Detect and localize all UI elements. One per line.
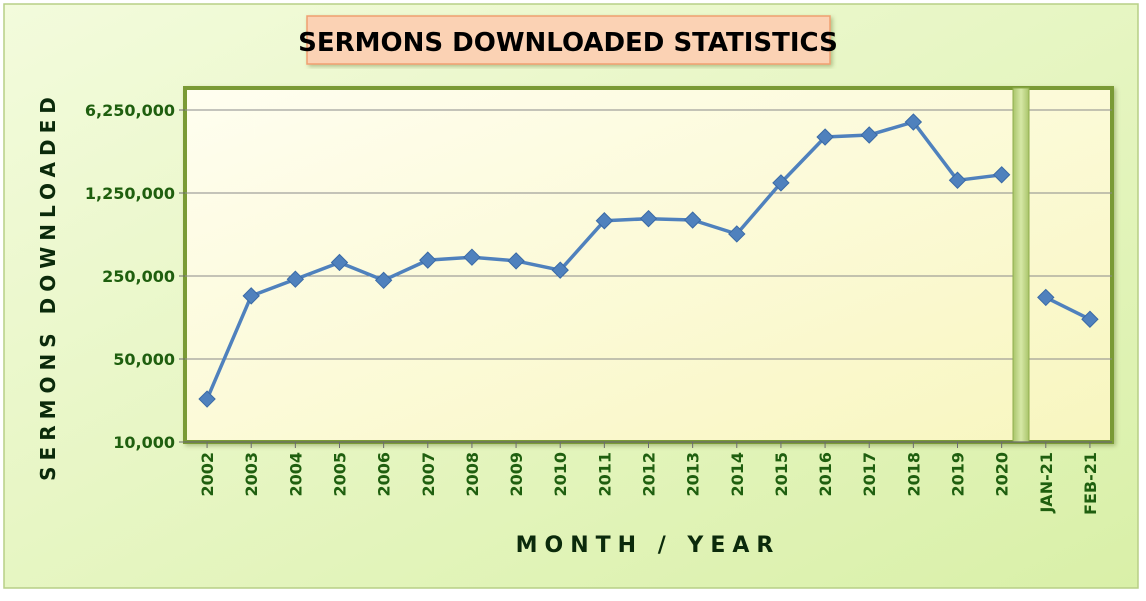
data-point <box>992 166 1011 184</box>
plot-area <box>183 86 1114 444</box>
x-axis-title: MONTH / YEAR <box>516 533 781 558</box>
x-tick-label: 2009 <box>507 452 526 497</box>
x-tick-label: 2005 <box>331 452 350 497</box>
data-point <box>595 212 614 230</box>
y-tick-label: 50,000 <box>113 350 175 369</box>
data-point <box>374 271 393 290</box>
title-box <box>306 15 831 65</box>
data-point <box>1037 288 1055 307</box>
x-tick-label: 2008 <box>463 452 482 497</box>
x-tick-label: 2002 <box>198 452 217 497</box>
x-tick-label: 2011 <box>595 452 614 497</box>
chart-title: SERMONS DOWNLOADED STATISTICS <box>298 28 838 58</box>
x-tick-label: FEB-21 <box>1081 452 1100 515</box>
x-tick-label: 2006 <box>375 452 394 497</box>
data-point <box>463 248 481 266</box>
data-point <box>816 128 834 146</box>
x-tick-label: 2007 <box>419 452 438 497</box>
data-point <box>286 270 305 288</box>
y-tick-label: 1,250,000 <box>85 184 175 203</box>
x-tick-label: 2018 <box>904 452 923 497</box>
data-point <box>551 261 569 279</box>
x-tick-label: JAN-21 <box>1037 452 1056 514</box>
data-point <box>1081 310 1099 328</box>
x-tick-label: 2015 <box>772 452 791 497</box>
data-point <box>772 174 790 192</box>
data-point <box>948 171 967 189</box>
series-line-group <box>198 113 1099 408</box>
x-tick-label: 2016 <box>816 452 835 497</box>
y-tick-label: 10,000 <box>113 433 175 452</box>
data-point <box>728 225 746 243</box>
data-point <box>904 113 923 131</box>
x-tick-labels: 2002 2003 2004 2005 2006 2007 2008 2009 2010 2011… <box>198 442 1100 515</box>
x-tick-label: 2013 <box>684 452 703 497</box>
data-point <box>242 287 260 305</box>
x-tick-label: 2014 <box>728 452 747 497</box>
data-point <box>507 252 525 270</box>
data-point <box>860 126 878 144</box>
data-point <box>683 211 702 229</box>
y-tick-label: 6,250,000 <box>85 101 175 120</box>
y-tick-label: 250,000 <box>102 267 175 286</box>
data-point <box>198 390 216 408</box>
axis-break-bar <box>1012 87 1030 443</box>
data-point <box>639 209 658 228</box>
data-point <box>330 253 349 272</box>
series-line <box>1045 295 1091 321</box>
x-tick-label: 2012 <box>640 452 659 497</box>
x-tick-label: 2017 <box>860 452 879 497</box>
y-tick-labels: 10,000 50,000 250,000 1,250,000 6,250,000 <box>85 101 175 452</box>
x-tick-label: 2004 <box>286 452 305 497</box>
grid-lines <box>179 109 1112 443</box>
data-point <box>419 251 437 269</box>
x-tick-label: 2020 <box>993 452 1012 497</box>
x-tick-label: 2010 <box>551 452 570 497</box>
y-axis-title: SERMONS DOWNLOADED <box>36 91 60 481</box>
x-tick-label: 2019 <box>949 452 968 497</box>
x-tick-label: 2003 <box>242 452 261 497</box>
